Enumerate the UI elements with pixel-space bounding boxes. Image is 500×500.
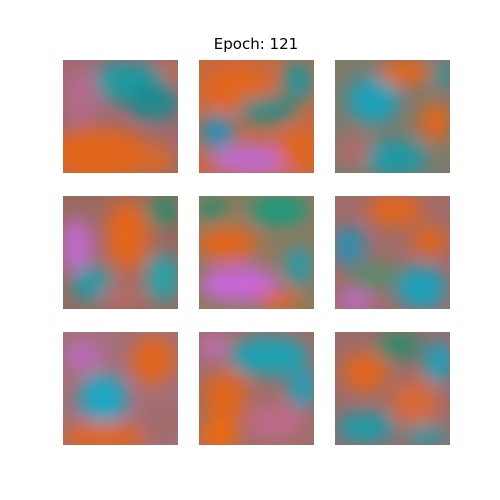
generated-sample-r1c1	[63, 60, 178, 173]
epoch-title: Epoch: 121	[213, 35, 299, 53]
generated-sample-r1c2	[199, 60, 314, 173]
sample-image-r2c1	[63, 196, 178, 309]
generated-sample-r3c1	[63, 332, 178, 445]
generated-sample-r2c1	[63, 196, 178, 309]
sample-image-r3c1	[63, 332, 178, 445]
sample-image-r2c3	[335, 196, 450, 309]
sample-image-r1c2	[199, 60, 314, 173]
sample-image-r2c2	[199, 196, 314, 309]
sample-image-r1c1	[63, 60, 178, 173]
generated-sample-r1c3	[335, 60, 450, 173]
sample-image-r3c3	[335, 332, 450, 445]
generated-sample-r2c3	[335, 196, 450, 309]
generated-sample-r3c2	[199, 332, 314, 445]
generated-sample-r3c3	[335, 332, 450, 445]
generated-sample-r2c2	[199, 196, 314, 309]
sample-image-r3c2	[199, 332, 314, 445]
sample-image-r1c3	[335, 60, 450, 173]
